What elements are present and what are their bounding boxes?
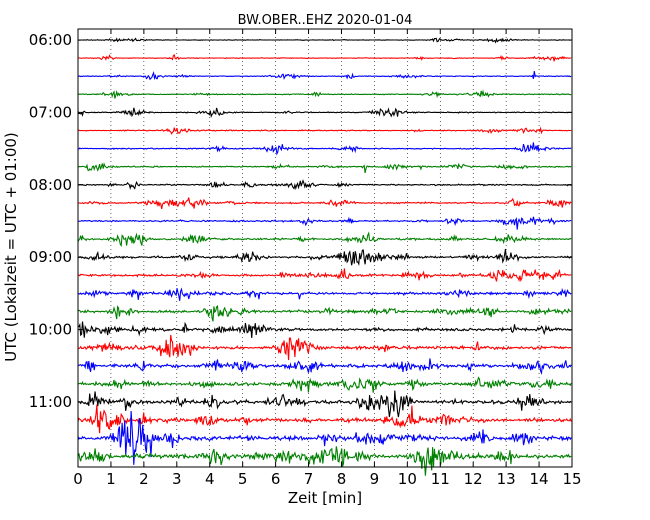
chart-title: BW.OBER..EHZ 2020-01-04 — [238, 13, 413, 28]
x-tick-label-1: 1 — [106, 470, 116, 488]
x-tick-label-9: 9 — [370, 470, 380, 488]
x-tick-label-10: 10 — [398, 470, 417, 488]
trace-22 — [77, 410, 572, 465]
y-axis-ticks: 06:00 07:00 08:00 09:00 10:00 11:00 — [29, 31, 572, 411]
x-tick-label-3: 3 — [172, 470, 182, 488]
trace-18 — [77, 358, 572, 376]
x-axis-ticks: 0 1 2 3 4 5 6 7 8 9 10 11 12 13 14 15 — [73, 29, 582, 488]
y-tick-label-0: 06:00 — [29, 31, 72, 49]
trace-13 — [77, 268, 572, 283]
y-tick-label-5: 11:00 — [29, 393, 72, 411]
x-tick-label-13: 13 — [497, 470, 516, 488]
trace-11 — [77, 231, 572, 247]
y-axis-label: UTC (Lokalzeit = UTC + 01:00) — [2, 132, 20, 362]
x-tick-label-11: 11 — [431, 470, 450, 488]
trace-10 — [77, 216, 572, 230]
plot-frame — [77, 28, 573, 468]
trace-19 — [77, 376, 572, 393]
trace-23 — [77, 446, 572, 476]
trace-20 — [77, 390, 572, 418]
y-tick-label-4: 10:00 — [29, 321, 72, 339]
x-tick-label-0: 0 — [73, 470, 83, 488]
x-tick-label-14: 14 — [530, 470, 549, 488]
trace-0 — [77, 37, 572, 44]
trace-12 — [77, 248, 572, 266]
trace-9 — [77, 197, 572, 210]
trace-15 — [77, 304, 572, 322]
y-tick-label-2: 08:00 — [29, 176, 72, 194]
x-tick-label-2: 2 — [139, 470, 149, 488]
x-tick-label-12: 12 — [464, 470, 483, 488]
trace-3 — [77, 89, 572, 99]
y-tick-label-1: 07:00 — [29, 103, 72, 121]
x-axis-label: Zeit [min] — [288, 489, 362, 507]
trace-2 — [77, 71, 572, 81]
trace-21 — [77, 404, 572, 434]
trace-5 — [77, 126, 572, 135]
trace-14 — [77, 287, 572, 301]
x-tick-label-5: 5 — [238, 470, 248, 488]
x-tick-label-7: 7 — [304, 470, 314, 488]
trace-group — [77, 37, 572, 476]
y-tick-label-3: 09:00 — [29, 248, 72, 266]
x-tick-label-15: 15 — [562, 470, 581, 488]
trace-7 — [77, 162, 572, 174]
x-tick-label-8: 8 — [337, 470, 347, 488]
trace-6 — [77, 142, 572, 156]
trace-17 — [77, 334, 572, 361]
trace-8 — [77, 179, 572, 191]
trace-16 — [77, 321, 572, 338]
trace-4 — [77, 107, 572, 118]
trace-1 — [78, 53, 572, 62]
x-tick-label-6: 6 — [271, 470, 281, 488]
x-tick-label-4: 4 — [205, 470, 215, 488]
